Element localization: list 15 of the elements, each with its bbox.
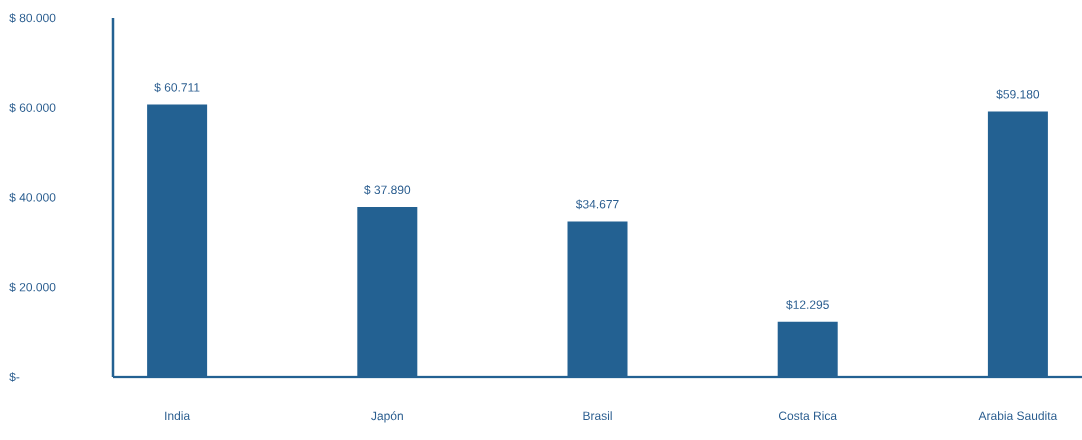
x-tick-label: Japón bbox=[371, 411, 403, 423]
data-label: $34.677 bbox=[575, 199, 619, 210]
x-tick-label: Arabia Saudita bbox=[978, 411, 1058, 421]
x-tick-label: India bbox=[165, 411, 191, 421]
y-tick-label: $ 80.000 bbox=[9, 13, 56, 23]
x-tick-label: Costa Rica bbox=[778, 411, 838, 421]
data-label: $12.295 bbox=[786, 299, 829, 310]
y-tick-label: $ 40.000 bbox=[9, 192, 56, 203]
data-label: $ 60.711 bbox=[154, 82, 200, 93]
y-tick-label: $ 20.000 bbox=[9, 282, 56, 293]
y-tick-label: $- bbox=[9, 372, 20, 382]
data-label: $59.180 bbox=[996, 89, 1040, 100]
data-label: $ 37.890 bbox=[364, 185, 411, 195]
x-tick-label: Brasil bbox=[583, 411, 612, 421]
y-tick-label: $ 60.000 bbox=[9, 102, 56, 113]
